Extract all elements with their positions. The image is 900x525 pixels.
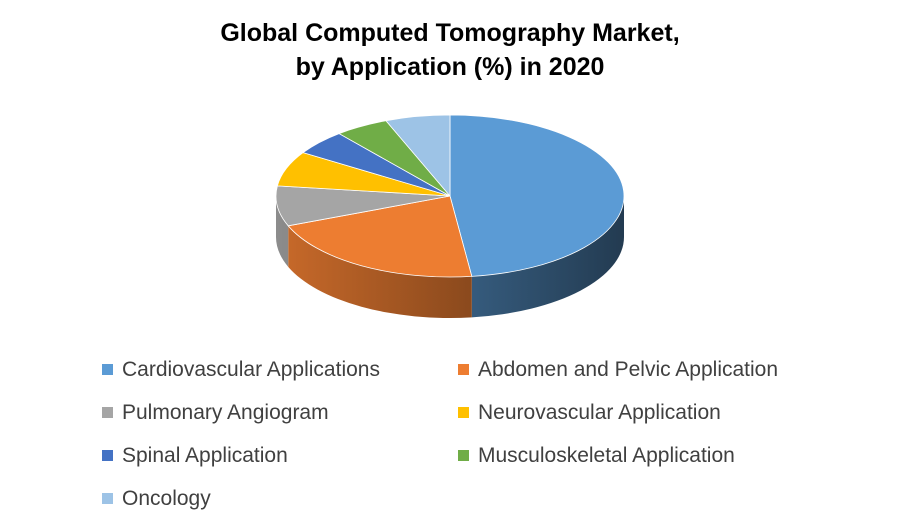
- pie-sides: [276, 196, 624, 318]
- legend-swatch: [458, 407, 469, 418]
- legend-item-spinal-application: Spinal Application: [102, 434, 458, 477]
- legend-swatch: [102, 407, 113, 418]
- pie-slice-oncology: [385, 114, 451, 198]
- chart-title-line-1: Global Computed Tomography Market,: [220, 19, 680, 47]
- pie-tops: [275, 114, 625, 278]
- pie-side-cardiovascular-applications: [471, 196, 624, 318]
- legend: Cardiovascular Applications Abdomen and P…: [102, 348, 862, 520]
- legend-swatch: [102, 364, 113, 375]
- pie-slice-cardiovascular-applications: [449, 114, 625, 277]
- legend-item-cardiovascular-applications: Cardiovascular Applications: [102, 348, 458, 391]
- legend-label: Cardiovascular Applications: [122, 357, 380, 381]
- chart-title: Global Computed Tomography Market, by Ap…: [0, 16, 900, 84]
- legend-label: Musculoskeletal Application: [478, 443, 735, 467]
- legend-item-abdomen-and-pelvic-application: Abdomen and Pelvic Application: [458, 348, 838, 391]
- pie-slice-abdomen-and-pelvic-application: [287, 195, 473, 278]
- legend-label: Neurovascular Application: [478, 400, 721, 424]
- legend-swatch: [458, 364, 469, 375]
- legend-swatch: [458, 450, 469, 461]
- legend-label: Spinal Application: [122, 443, 288, 467]
- chart-title-line-2: by Application (%) in 2020: [295, 53, 605, 81]
- legend-label: Oncology: [122, 486, 211, 510]
- legend-swatch: [102, 450, 113, 461]
- pie-side-pulmonary-angiogram: [276, 196, 289, 267]
- legend-label: Pulmonary Angiogram: [122, 400, 329, 424]
- pie-side-abdomen-and-pelvic-application: [288, 225, 472, 318]
- legend-item-musculoskeletal-application: Musculoskeletal Application: [458, 434, 838, 477]
- legend-item-neurovascular-application: Neurovascular Application: [458, 391, 838, 434]
- legend-item-pulmonary-angiogram: Pulmonary Angiogram: [102, 391, 458, 434]
- legend-swatch: [102, 493, 113, 504]
- legend-item-oncology: Oncology: [102, 477, 458, 520]
- legend-label: Abdomen and Pelvic Application: [478, 357, 779, 381]
